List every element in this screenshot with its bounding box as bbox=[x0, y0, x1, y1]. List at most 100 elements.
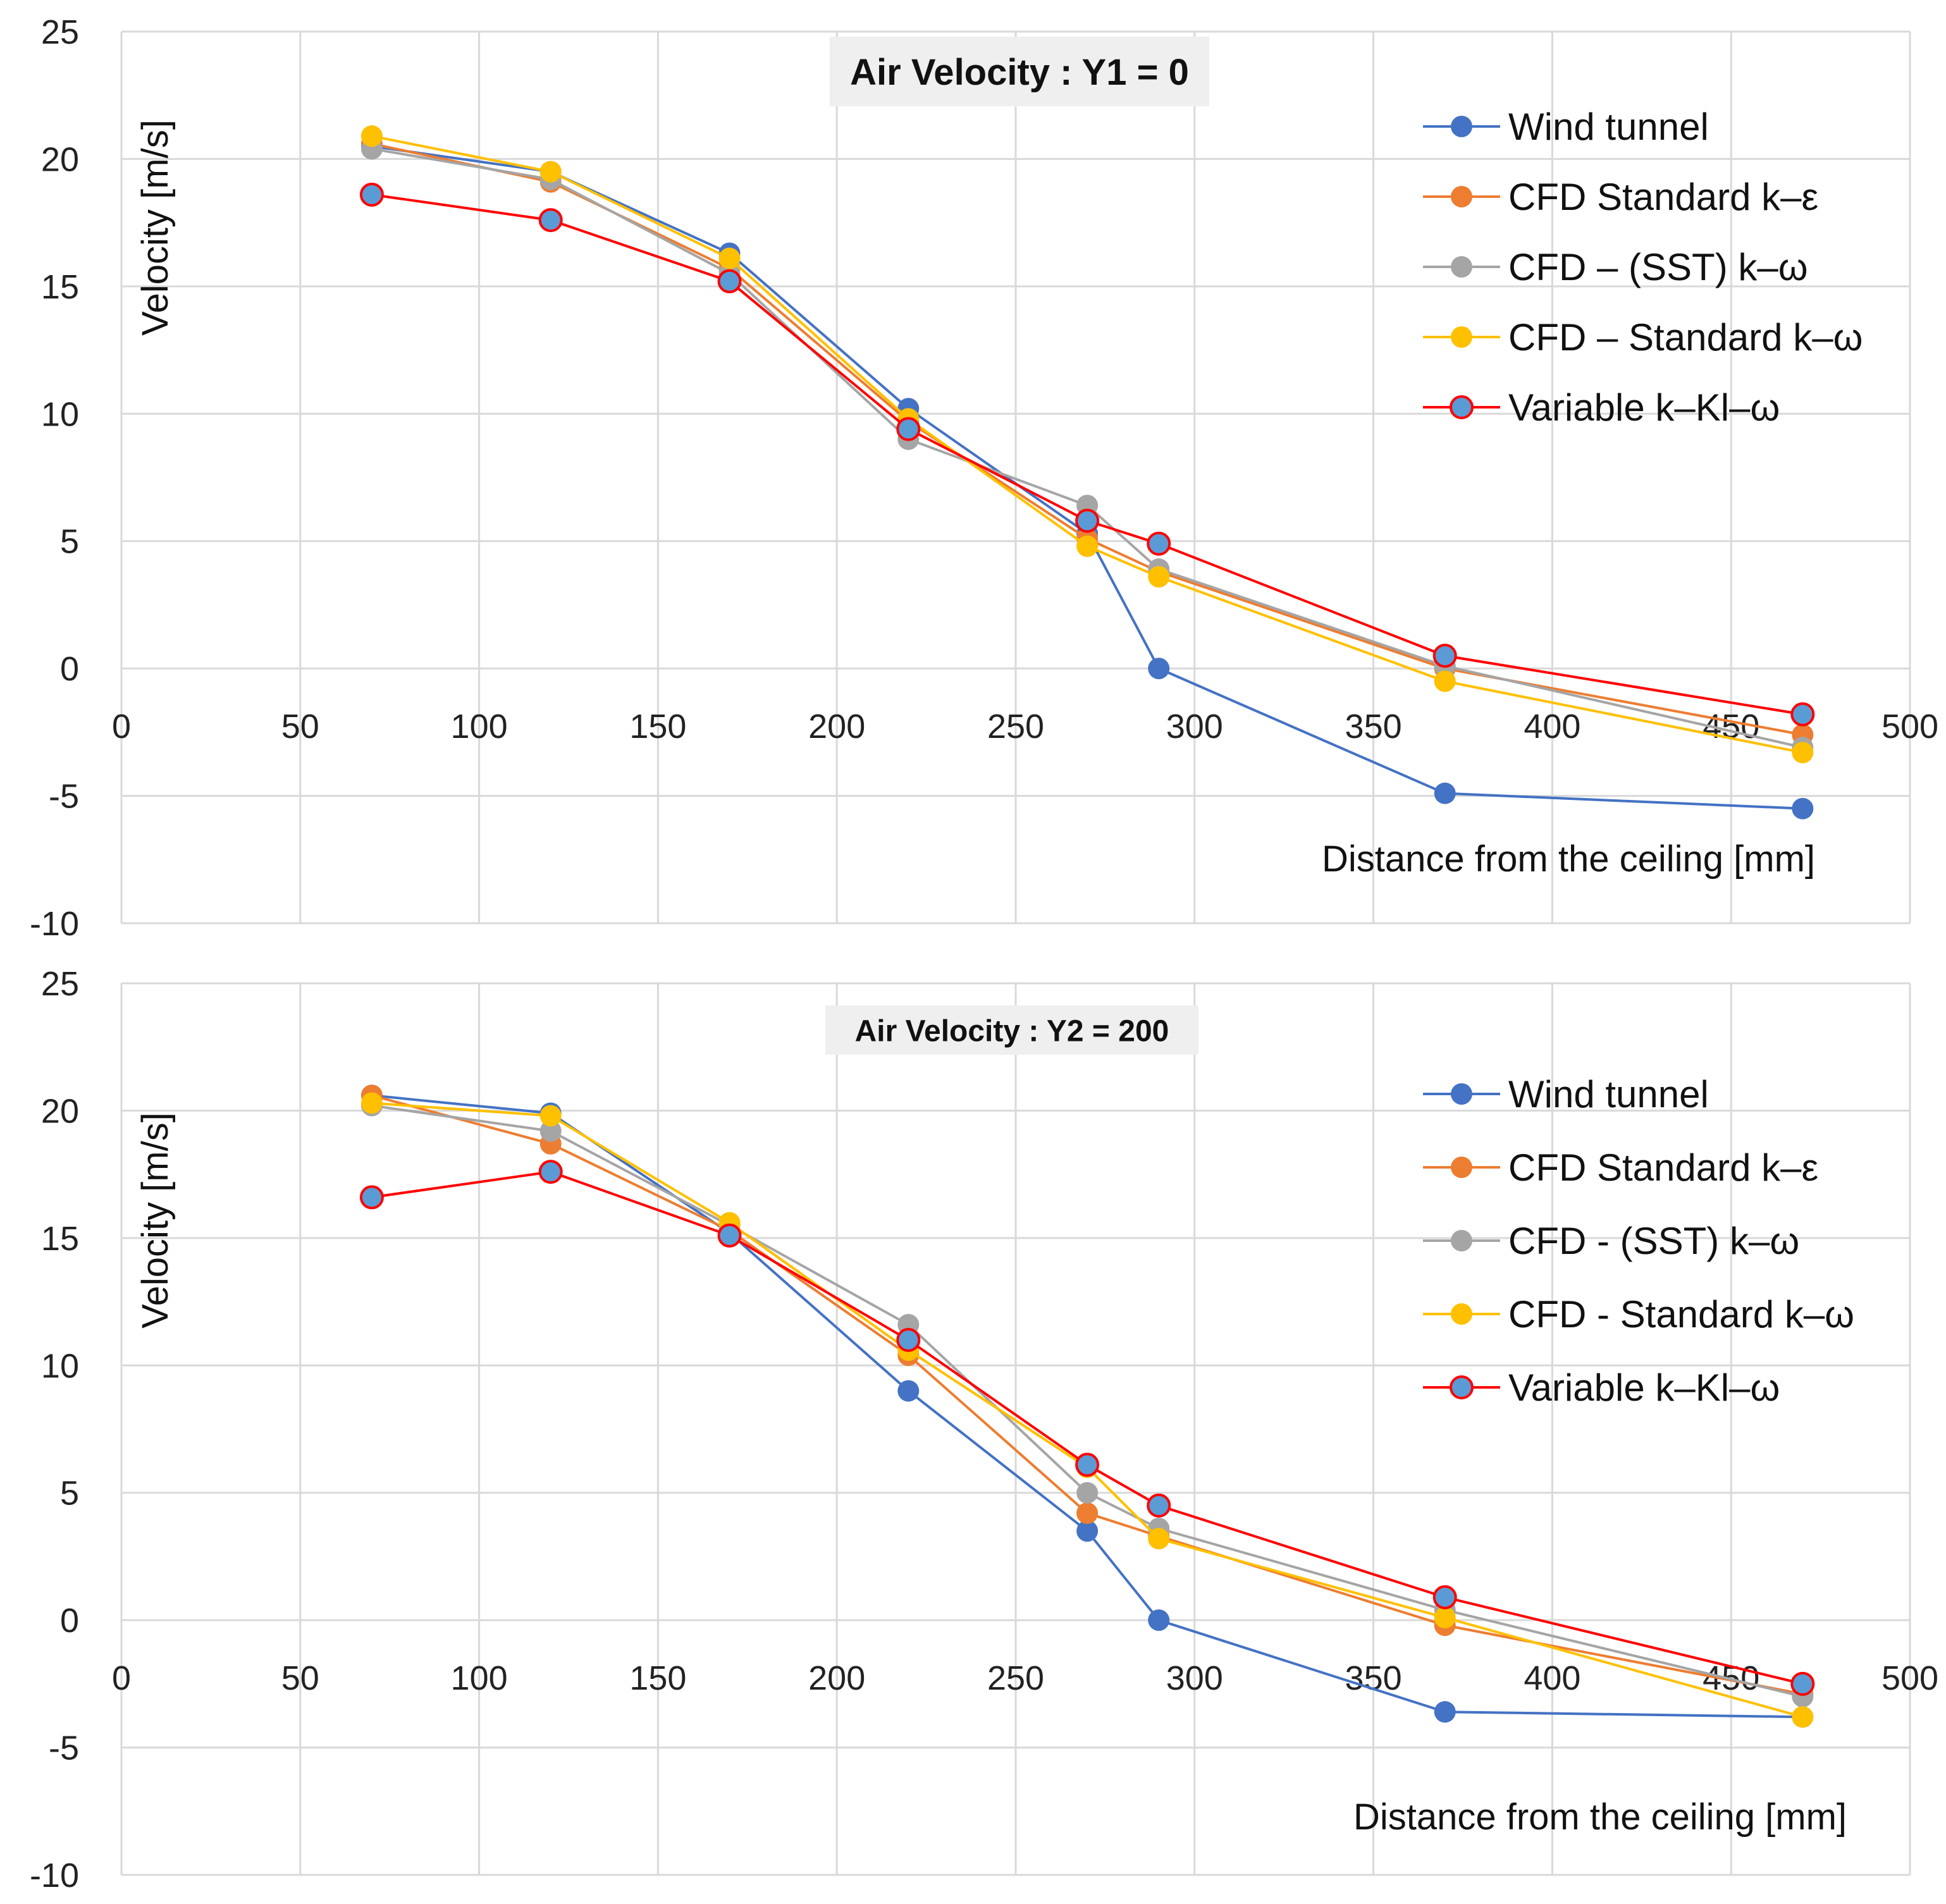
chart2-point-cfd-kw bbox=[1434, 1607, 1456, 1629]
chart2-ytick-label: 15 bbox=[41, 1220, 79, 1258]
chart1-xtick-label: 200 bbox=[808, 708, 865, 746]
chart1-xtick-label: 250 bbox=[987, 708, 1044, 746]
chart2-legend-label-cfd-sst: CFD - (SST) k–ω bbox=[1508, 1220, 1799, 1262]
chart2-point-wind-tunnel bbox=[1148, 1609, 1170, 1631]
chart2-legend-item-cfd-ke: CFD Standard k–ε bbox=[1423, 1146, 1818, 1189]
chart1-title-box bbox=[830, 37, 1209, 106]
chart2-point-wind-tunnel bbox=[1076, 1520, 1099, 1542]
chart1-legend-item-cfd-sst: CFD – (SST) k–ω bbox=[1423, 246, 1808, 288]
chart1-legend-marker-cfd-sst bbox=[1451, 256, 1472, 278]
chart2-ytick-label: -5 bbox=[49, 1729, 79, 1767]
chart2-point-variable bbox=[1790, 1671, 1815, 1696]
chart2-xtick-label: 400 bbox=[1524, 1659, 1580, 1697]
chart1-line-cfd-sst bbox=[371, 147, 1803, 749]
chart1-ytick-label: 0 bbox=[60, 650, 79, 688]
chart1-legend-item-cfd-ke: CFD Standard k–ε bbox=[1423, 176, 1818, 218]
chart2-legend-marker-cfd-sst bbox=[1451, 1230, 1472, 1251]
chart1-ytick-label: 25 bbox=[41, 13, 79, 51]
chart2-legend-marker-cfd-ke bbox=[1451, 1157, 1472, 1178]
chart1-legend-item-cfd-kw: CFD – Standard k–ω bbox=[1423, 316, 1863, 359]
chart2-legend-item-cfd-sst: CFD - (SST) k–ω bbox=[1423, 1220, 1799, 1262]
chart2-xtick-label: 50 bbox=[281, 1659, 319, 1697]
chart1-ytick-label: 15 bbox=[41, 268, 79, 306]
chart1-legend-label-cfd-ke: CFD Standard k–ε bbox=[1508, 176, 1818, 218]
chart1-xlabel: Distance from the ceiling [mm] bbox=[1322, 838, 1815, 880]
chart2-point-variable bbox=[1075, 1453, 1100, 1477]
chart2-legend-item-cfd-kw: CFD - Standard k–ω bbox=[1423, 1293, 1854, 1336]
chart2-point-variable bbox=[717, 1223, 742, 1248]
chart1-point-variable bbox=[1432, 644, 1457, 668]
chart2-ylabel: Velocity [m/s] bbox=[135, 1112, 176, 1329]
chart2-point-cfd-kw bbox=[1792, 1706, 1814, 1728]
chart1-ytick-label: 5 bbox=[60, 523, 79, 561]
chart2-xtick-label: 250 bbox=[987, 1659, 1044, 1697]
chart2-legend-item-variable: Variable k–Kl–ω bbox=[1423, 1367, 1780, 1409]
chart2-legend-marker-cfd-kw bbox=[1451, 1303, 1472, 1325]
chart2-series-variable bbox=[359, 1160, 1815, 1696]
chart2-xlabel: Distance from the ceiling [mm] bbox=[1353, 1797, 1847, 1838]
chart1-point-variable bbox=[1075, 508, 1100, 533]
chart1-point-variable bbox=[1790, 702, 1815, 727]
chart2-ytick-label: 25 bbox=[41, 965, 79, 1003]
chart1-xtick-label: 100 bbox=[451, 708, 508, 746]
chart2-point-cfd-sst bbox=[1076, 1482, 1099, 1504]
chart2-xtick-label: 500 bbox=[1881, 1659, 1938, 1697]
chart2-xtick-label: 300 bbox=[1166, 1659, 1223, 1697]
chart2-legend-label-variable: Variable k–Kl–ω bbox=[1508, 1367, 1780, 1409]
chart1-point-variable bbox=[538, 208, 563, 233]
chart1-gridlines bbox=[120, 30, 1911, 924]
chart2-ytick-label: 0 bbox=[60, 1602, 79, 1640]
chart1-point-cfd-kw bbox=[1792, 742, 1814, 764]
chart2-line-cfd-kw bbox=[371, 1102, 1803, 1719]
chart1-legend-marker-cfd-kw bbox=[1451, 326, 1472, 348]
chart1-ylabel: Velocity [m/s] bbox=[135, 120, 176, 336]
chart1-ytick-label: 20 bbox=[41, 140, 79, 178]
chart1-xtick-label: 0 bbox=[112, 708, 131, 746]
chart1-ytick-label: -5 bbox=[49, 778, 79, 816]
chart1-xtick-label: 150 bbox=[629, 708, 686, 746]
chart1-legend: Wind tunnel CFD Standard k–ε CFD – (SST) k… bbox=[1423, 106, 1863, 429]
chart1-point-cfd-kw bbox=[1434, 670, 1456, 692]
chart2-point-variable bbox=[359, 1185, 384, 1210]
chart1-point-variable bbox=[359, 182, 384, 207]
chart2-point-variable bbox=[896, 1328, 921, 1352]
chart2-ytick-label: 5 bbox=[60, 1475, 79, 1513]
chart2-point-cfd-kw bbox=[360, 1092, 383, 1114]
chart2-xtick-label: 100 bbox=[451, 1659, 508, 1697]
chart1-series-variable bbox=[359, 182, 1815, 727]
chart2-point-cfd-kw bbox=[1148, 1528, 1170, 1550]
chart2-title: Air Velocity : Y2 = 200 bbox=[855, 1014, 1169, 1048]
chart2-legend-marker-wind-tunnel bbox=[1451, 1083, 1472, 1105]
chart2-gridlines bbox=[120, 982, 1911, 1876]
chart1-xtick-label: 500 bbox=[1881, 708, 1938, 746]
chart2-legend-marker-variable bbox=[1450, 1375, 1474, 1399]
chart1-ytick-label: -10 bbox=[30, 905, 79, 943]
chart2-point-cfd-kw bbox=[539, 1105, 562, 1127]
chart2-legend-label-cfd-kw: CFD - Standard k–ω bbox=[1508, 1293, 1854, 1336]
chart1-point-cfd-kw bbox=[539, 161, 562, 183]
chart1-point-variable bbox=[1147, 531, 1171, 556]
chart1-legend-label-wind-tunnel: Wind tunnel bbox=[1508, 106, 1709, 148]
chart2-legend: Wind tunnel CFD Standard k–ε CFD - (SST) k… bbox=[1423, 1073, 1854, 1409]
chart2-point-wind-tunnel bbox=[897, 1380, 920, 1402]
chart2-xtick-label: 150 bbox=[629, 1659, 686, 1697]
chart2-title-box bbox=[825, 1005, 1198, 1055]
chart2-point-wind-tunnel bbox=[1434, 1701, 1456, 1723]
chart2-point-variable bbox=[1432, 1585, 1457, 1609]
chart2-line-variable bbox=[371, 1170, 1803, 1685]
chart1-point-wind-tunnel bbox=[1434, 782, 1456, 804]
chart1-point-cfd-kw bbox=[1148, 566, 1170, 588]
chart1-series-wind-tunnel bbox=[360, 135, 1814, 820]
chart1-ytick-label: 10 bbox=[41, 395, 79, 433]
chart1-point-variable bbox=[896, 417, 921, 441]
chart2-legend-label-cfd-ke: CFD Standard k–ε bbox=[1508, 1146, 1818, 1189]
chart1-xtick-label: 50 bbox=[281, 708, 319, 746]
chart2-xtick-label: 0 bbox=[112, 1659, 131, 1697]
chart2-point-variable bbox=[1147, 1493, 1171, 1518]
chart2-line-cfd-ke bbox=[371, 1094, 1803, 1695]
chart1-title: Air Velocity : Y1 = 0 bbox=[850, 52, 1189, 93]
chart-y1: -10 -5 0 5 10 15 20 25 0 50 100 150 200 250 300 350 400 4… bbox=[30, 13, 1938, 943]
chart1-legend-label-cfd-kw: CFD – Standard k–ω bbox=[1508, 316, 1863, 359]
